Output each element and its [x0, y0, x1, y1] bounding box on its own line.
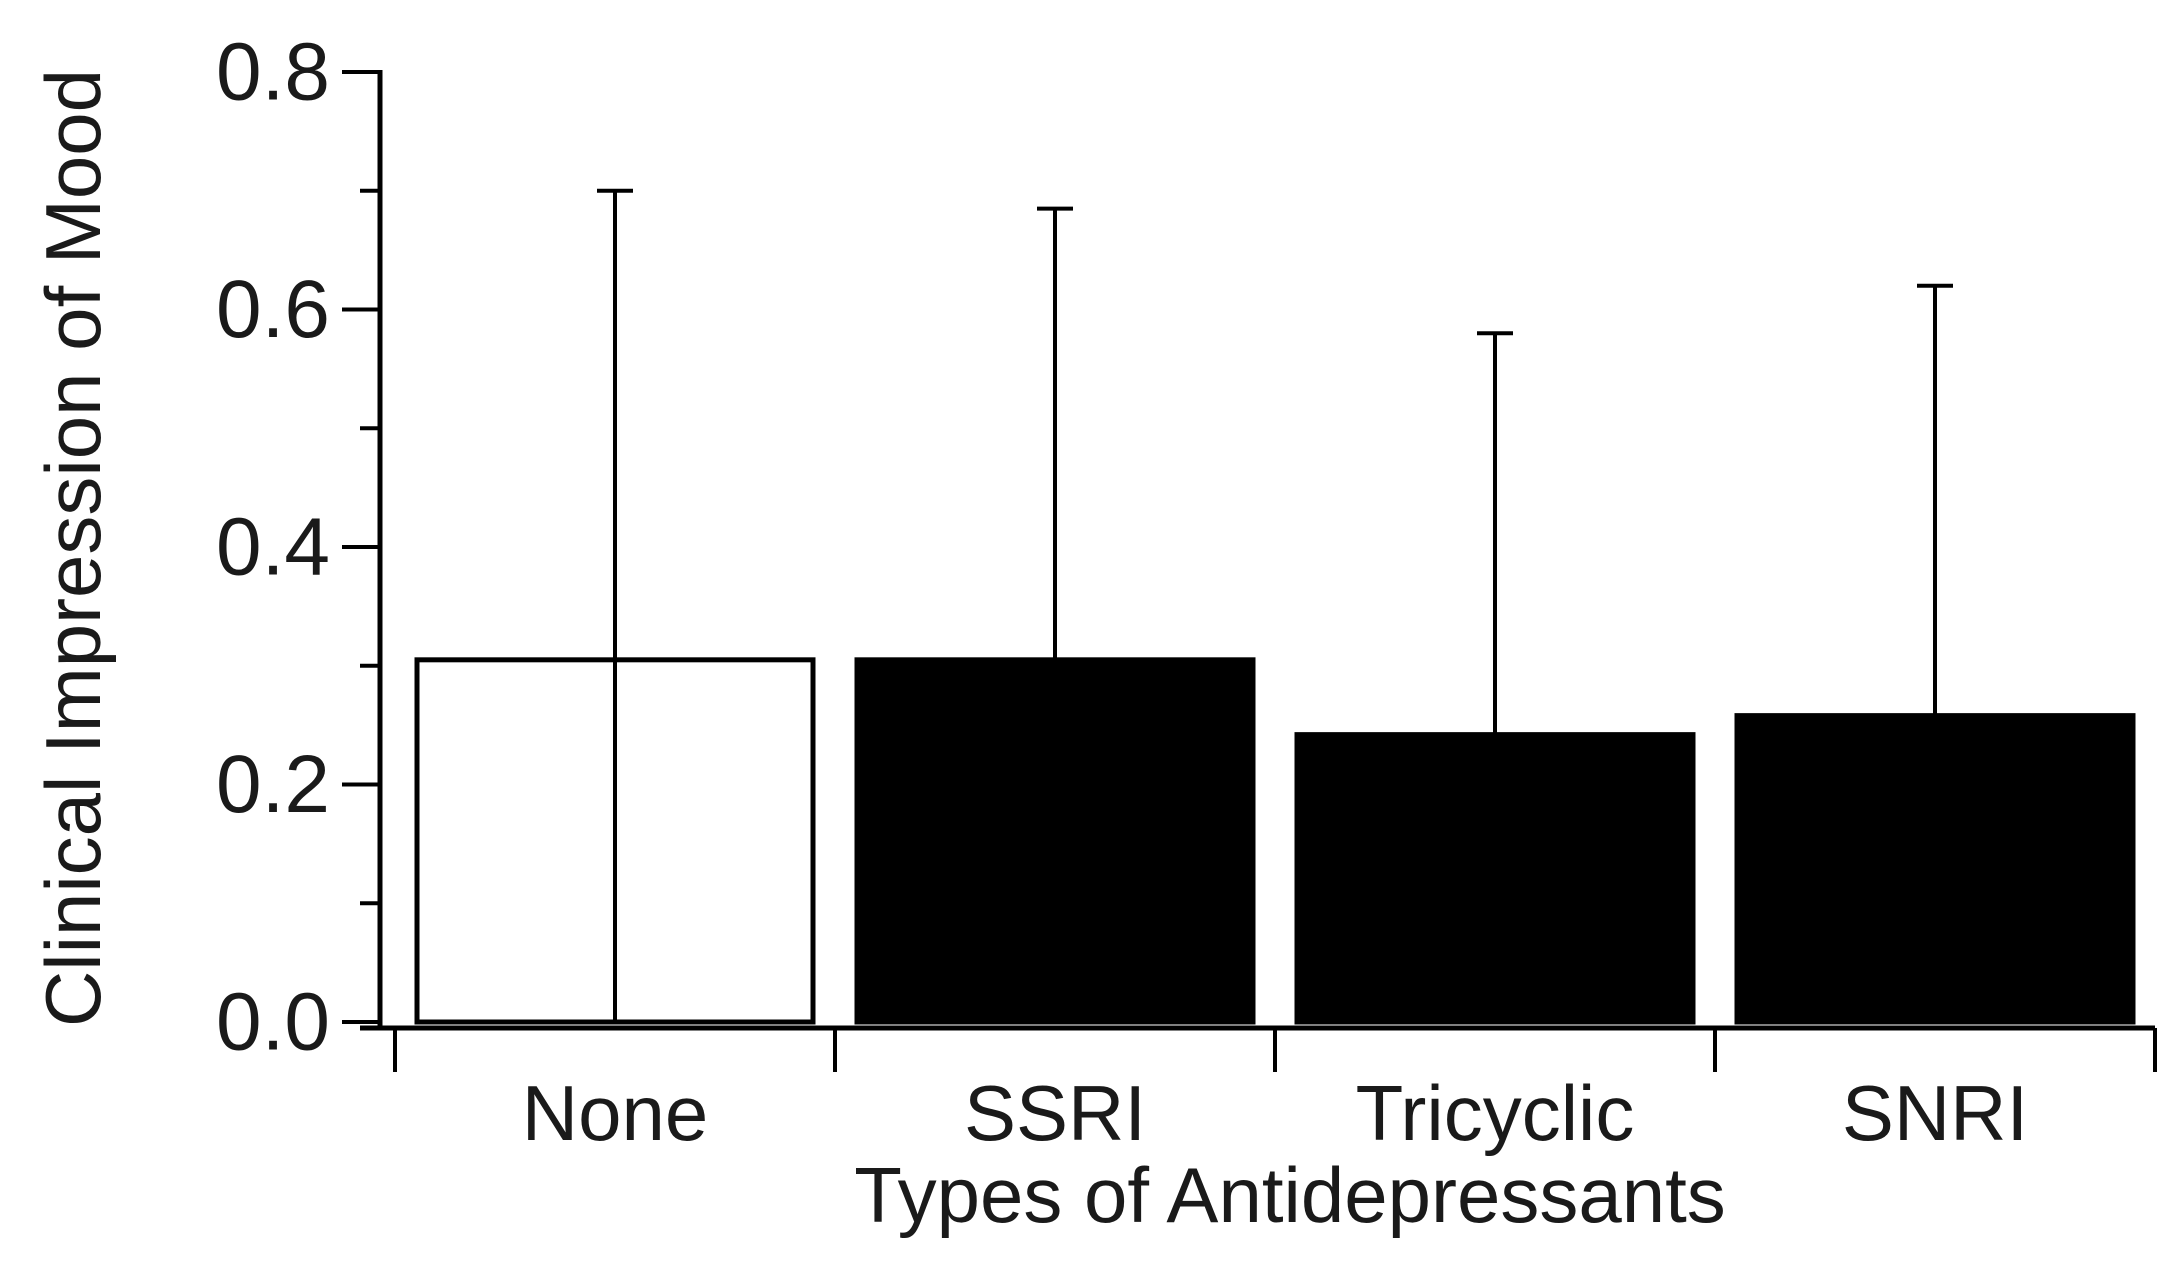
x-axis-title: Types of Antidepressants — [854, 1151, 1726, 1239]
x-axis-category-labels: None SSRI Tricyclic SNRI — [522, 1069, 2028, 1157]
x-category-label: SSRI — [964, 1069, 1146, 1157]
bar-ssri — [854, 657, 1256, 1025]
y-tick-label: 0.0 — [216, 977, 330, 1068]
bar-snri — [1734, 713, 2136, 1025]
x-category-label: Tricyclic — [1356, 1069, 1635, 1157]
y-tick-label: 0.6 — [216, 264, 330, 355]
y-tick-label: 0.8 — [216, 27, 330, 118]
y-axis-ticks: 0.0 0.2 0.4 0.6 0.8 — [216, 27, 380, 1068]
x-category-label: None — [522, 1069, 708, 1157]
bars — [414, 657, 2136, 1025]
y-axis-title: Clinical Impression of Mood — [29, 69, 117, 1027]
y-tick-label: 0.4 — [216, 502, 330, 593]
y-tick-label: 0.2 — [216, 739, 330, 830]
x-category-label: SNRI — [1842, 1069, 2028, 1157]
error-bars — [597, 188, 1953, 1022]
bar-tricyclic — [1294, 732, 1696, 1025]
x-axis-ticks — [393, 1028, 2157, 1072]
axes — [360, 70, 2155, 1031]
